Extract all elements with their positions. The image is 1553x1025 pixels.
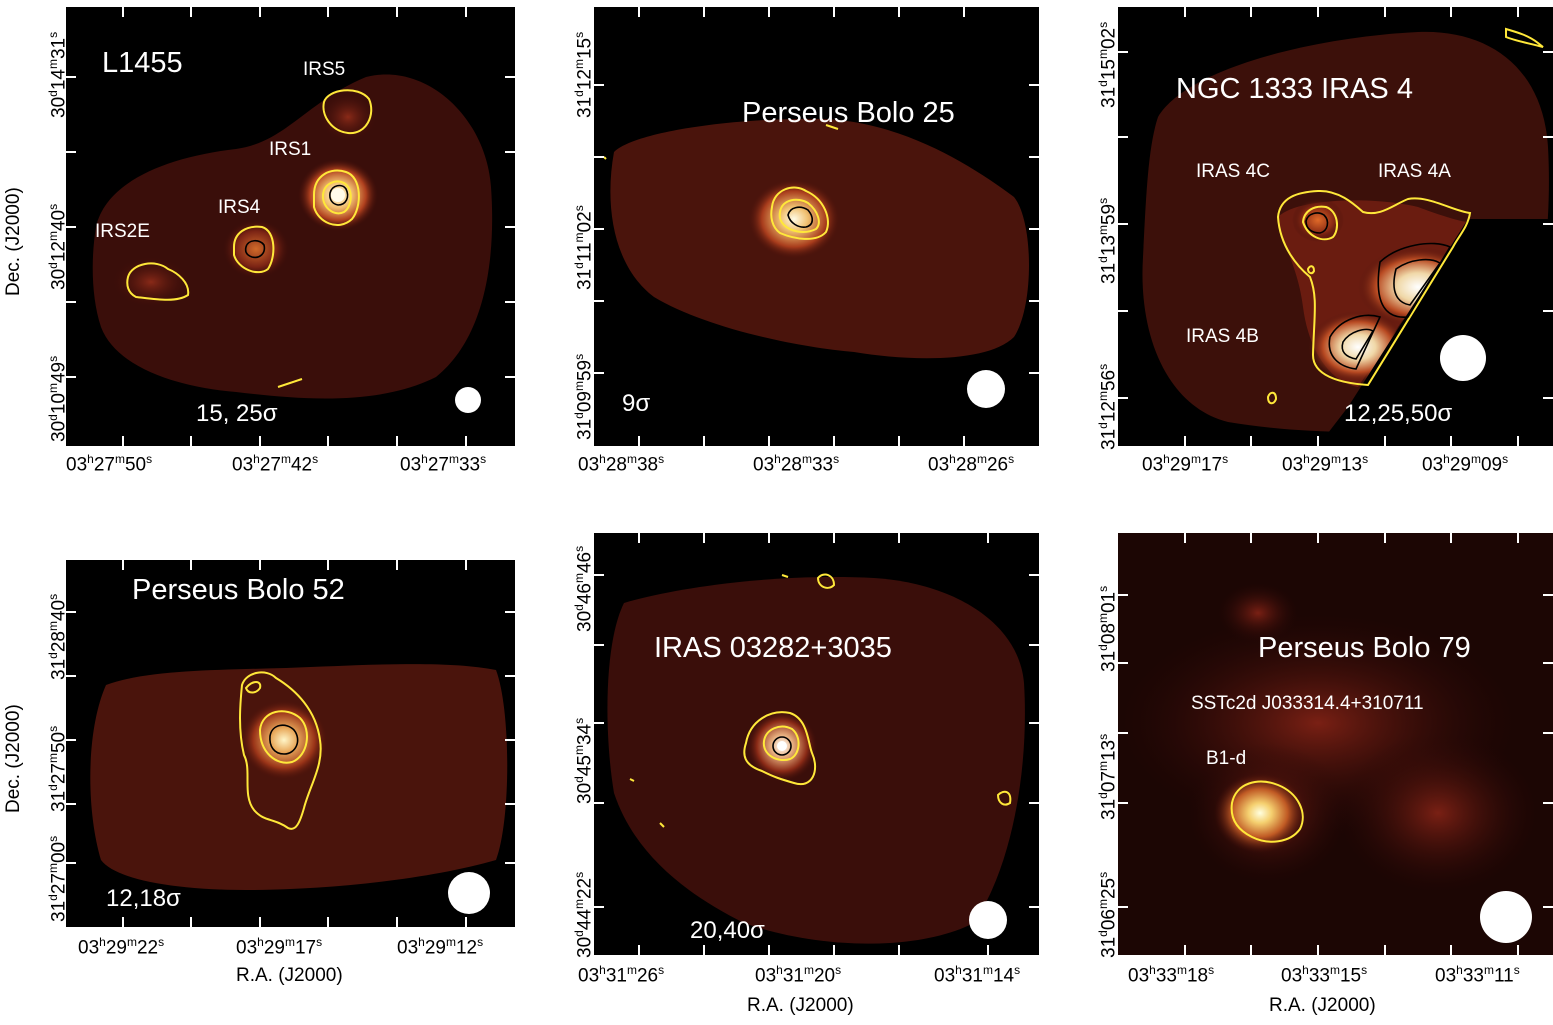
beam-marker <box>1480 891 1532 943</box>
source-label-irs5: IRS5 <box>303 59 346 80</box>
source-label-iras4b: IRAS 4B <box>1186 326 1259 347</box>
source-label-irs1: IRS1 <box>269 139 312 160</box>
source-label-irs4: IRS4 <box>218 197 261 218</box>
ra-tick-label: 03h33m11s <box>1435 963 1520 987</box>
dec-axis-label: Dec. (J2000) <box>3 704 24 813</box>
contour-levels: 9σ <box>622 390 651 417</box>
panel-title: NGC 1333 IRAS 4 <box>1176 73 1413 105</box>
ra-tick-label: 03h29m09s <box>1422 452 1509 476</box>
ra-tick-label: 03h33m15s <box>1281 963 1368 987</box>
ra-tick-label: 03h29m12s <box>397 935 484 959</box>
beam-marker <box>455 387 481 413</box>
ra-tick-label: 03h31m20s <box>755 963 842 987</box>
dec-tick-label: 31d12m56s <box>1096 363 1120 450</box>
ra-tick-label: 03h27m42s <box>232 452 319 476</box>
ra-axis-label: R.A. (J2000) <box>747 995 854 1016</box>
beam-marker <box>448 872 490 914</box>
panel-bolo25-map <box>594 7 1039 446</box>
beam-marker <box>1440 335 1486 381</box>
source-label-irs2e: IRS2E <box>95 221 150 242</box>
dec-tick-label: 31d27m00s <box>46 835 70 922</box>
source-label-b1d: B1-d <box>1206 748 1247 769</box>
ra-axis-label: R.A. (J2000) <box>236 965 343 986</box>
ra-tick-label: 03h31m26s <box>578 963 665 987</box>
dec-tick-label: 30d12m40s <box>46 203 70 290</box>
dec-tick-label: 30d14m31s <box>46 31 70 118</box>
contour-levels: 15, 25σ <box>196 400 278 427</box>
ra-tick-label: 03h33m18s <box>1128 963 1215 987</box>
source-label-sstc2d: SSTc2d J033314.4+310711 <box>1191 693 1424 714</box>
source-label-iras4c: IRAS 4C <box>1196 161 1270 182</box>
panel-l1455-map <box>66 7 515 446</box>
dec-tick-label: 30d46m46s <box>572 545 596 632</box>
dec-tick-label: 31d06m25s <box>1096 871 1120 958</box>
dec-tick-label: 31d15m02s <box>1096 21 1120 108</box>
panel-iras03282: IRAS 03282+3035 20,40σ <box>594 533 1039 955</box>
ra-tick-label: 03h27m33s <box>400 452 487 476</box>
panel-bolo79-map <box>1118 533 1553 955</box>
dec-tick-label: 31d12m15s <box>572 31 596 118</box>
panel-title: Perseus Bolo 52 <box>132 574 345 606</box>
panel-bolo52-map <box>66 560 515 927</box>
contour-levels: 12,18σ <box>106 885 181 912</box>
panel-title: IRAS 03282+3035 <box>654 632 892 664</box>
ra-axis-label: R.A. (J2000) <box>1269 995 1376 1016</box>
dec-tick-label: 31d09m59s <box>572 353 596 440</box>
ra-tick-label: 03h29m17s <box>1142 452 1229 476</box>
panel-bolo52: Perseus Bolo 52 12,18σ <box>66 560 515 927</box>
source-label-iras4a: IRAS 4A <box>1378 161 1451 182</box>
dec-tick-label: 31d07m13s <box>1096 733 1120 820</box>
ra-tick-label: 03h27m50s <box>66 452 153 476</box>
ra-tick-label: 03h28m33s <box>753 452 840 476</box>
contour-levels: 12,25,50σ <box>1344 400 1453 427</box>
ra-tick-label: 03h28m38s <box>578 452 665 476</box>
panel-title: L1455 <box>102 47 183 79</box>
panel-title: Perseus Bolo 79 <box>1258 632 1471 664</box>
beam-marker <box>967 370 1005 408</box>
dec-tick-label: 31d28m40s <box>46 593 70 680</box>
dec-tick-label: 31d13m59s <box>1096 197 1120 284</box>
panel-ngc1333-map <box>1118 7 1553 446</box>
ra-tick-label: 03h29m17s <box>236 935 323 959</box>
panel-bolo25: Perseus Bolo 25 9σ <box>594 7 1039 446</box>
dec-tick-label: 30d45m34s <box>572 717 596 804</box>
dec-tick-label: 31d08m01s <box>1096 585 1120 672</box>
panel-bolo79: Perseus Bolo 79 SSTc2d J033314.4+310711 … <box>1118 533 1553 955</box>
ra-tick-label: 03h29m22s <box>78 935 165 959</box>
dec-tick-label: 31d27m50s <box>46 725 70 812</box>
dec-tick-label: 30d10m49s <box>46 355 70 442</box>
panel-l1455: L1455 IRS5 IRS1 IRS4 IRS2E 15, 25σ <box>66 7 515 446</box>
panel-title: Perseus Bolo 25 <box>742 97 955 129</box>
panel-ngc1333-iras4: NGC 1333 IRAS 4 IRAS 4C IRAS 4A IRAS 4B … <box>1118 7 1553 446</box>
beam-marker <box>969 901 1007 939</box>
dec-axis-label: Dec. (J2000) <box>3 187 24 296</box>
ra-tick-label: 03h31m14s <box>934 963 1021 987</box>
contour-levels: 20,40σ <box>690 917 765 944</box>
ra-tick-label: 03h28m26s <box>928 452 1015 476</box>
dec-tick-label: 31d11m02s <box>572 205 596 290</box>
ra-tick-label: 03h29m13s <box>1282 452 1369 476</box>
panel-iras03282-map <box>594 533 1039 955</box>
dec-tick-label: 30d44m22s <box>572 871 596 958</box>
